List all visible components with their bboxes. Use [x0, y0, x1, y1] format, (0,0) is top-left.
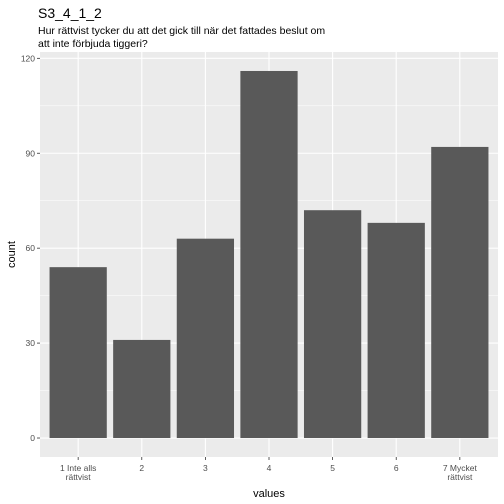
- x-tick-label: 7 Mycket rättvist: [443, 463, 478, 482]
- bar: [303, 210, 362, 439]
- bar: [176, 238, 235, 439]
- bar: [49, 267, 107, 439]
- bars: [49, 70, 489, 439]
- subtitle-line-2: att inte förbjuda tiggeri?: [38, 38, 148, 50]
- chart-subtitle: Hur rättvist tycker du att det gick till…: [38, 25, 478, 51]
- chart-title: S3_4_1_2: [38, 5, 102, 21]
- y-tick-label: 90: [26, 148, 36, 158]
- bar: [240, 70, 298, 439]
- x-axis-title: values: [253, 488, 285, 500]
- bar: [431, 146, 489, 439]
- x-tick-label: 3: [203, 463, 208, 473]
- y-tick-label: 30: [26, 338, 36, 348]
- y-axis-title: count: [6, 241, 18, 268]
- bar: [113, 339, 171, 439]
- y-axis: 0 30 60 90 120: [21, 53, 40, 443]
- y-tick-label: 0: [30, 433, 35, 443]
- x-axis: 1 Inte alls rättvist 2 3 4 5 6 7 Mycket rättvist: [60, 457, 478, 482]
- bar: [367, 222, 425, 439]
- x-tick-label: 1 Inte alls rättvist: [60, 463, 96, 482]
- x-tick-label: 2: [139, 463, 144, 473]
- subtitle-line-1: Hur rättvist tycker du att det gick till…: [38, 25, 326, 37]
- y-tick-label: 60: [26, 243, 36, 253]
- x-tick-label: 4: [267, 463, 272, 473]
- x-tick-label: 5: [330, 463, 335, 473]
- x-tick-label: 6: [394, 463, 399, 473]
- y-tick-label: 120: [21, 53, 35, 63]
